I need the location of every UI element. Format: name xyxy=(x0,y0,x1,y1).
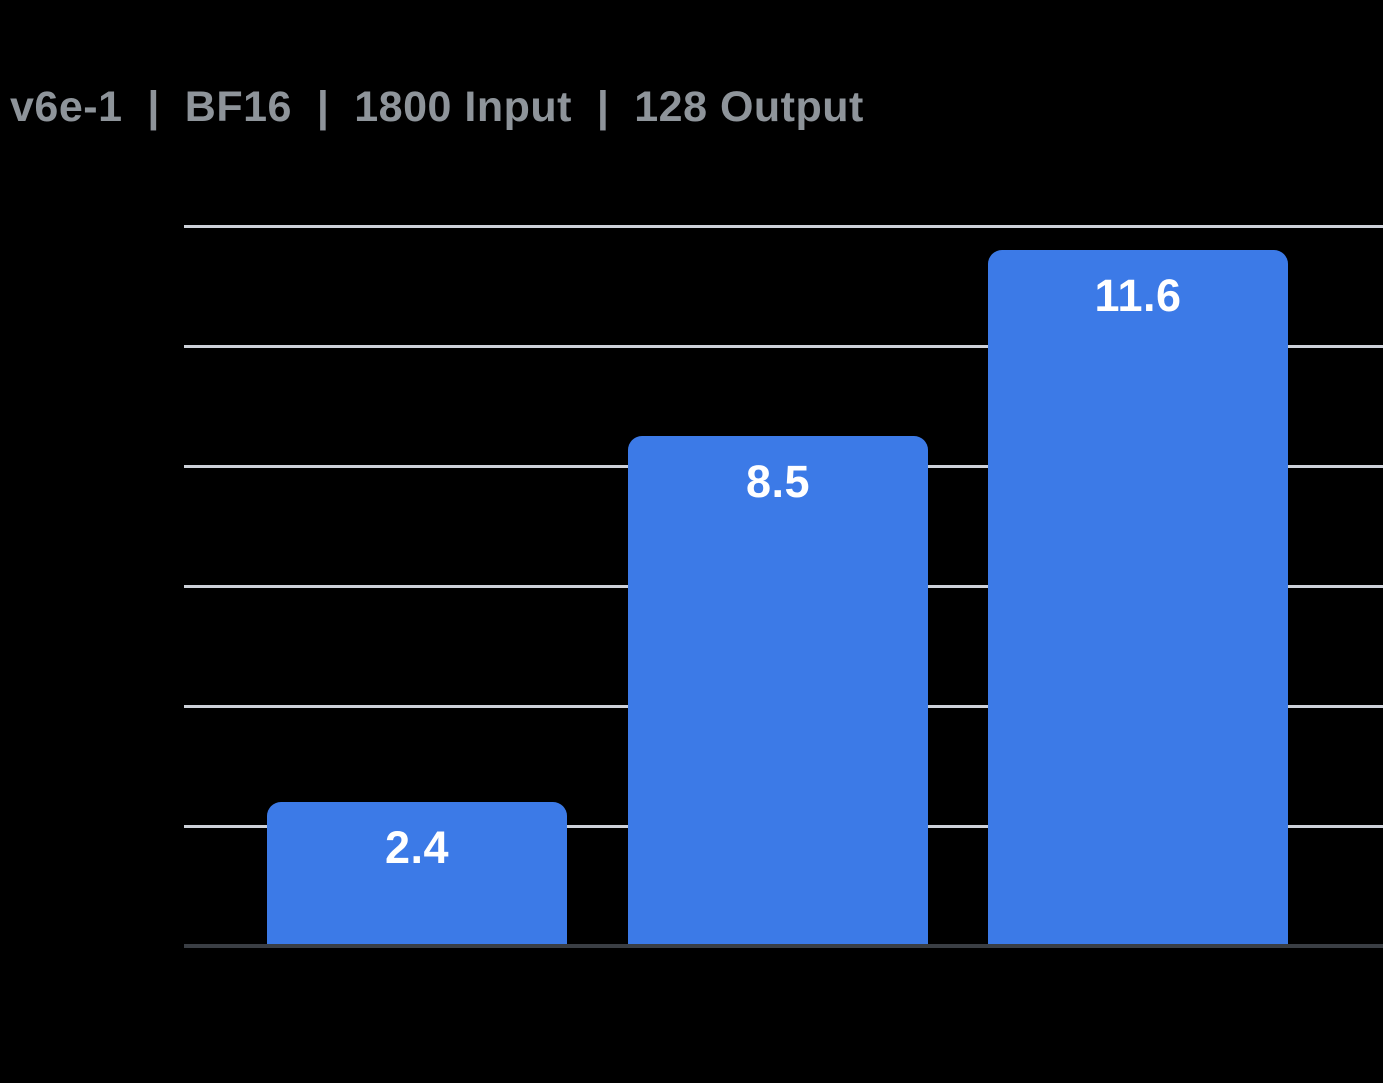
bar-value-label: 8.5 xyxy=(745,456,811,507)
x-axis-line xyxy=(184,944,1383,948)
bar: 2.4 xyxy=(267,802,567,946)
gridline xyxy=(184,224,1383,228)
bar: 8.5 xyxy=(628,436,928,946)
bar: 11.6 xyxy=(988,250,1288,946)
gridline xyxy=(184,344,1383,348)
plot-area: 2.4 8.5 11.6 xyxy=(184,224,1383,948)
bar-value-label: 2.4 xyxy=(384,822,450,873)
bar-value-label: 11.6 xyxy=(1094,270,1182,321)
chart-title: v6e-1 | BF16 | 1800 Input | 128 Output xyxy=(10,83,864,131)
